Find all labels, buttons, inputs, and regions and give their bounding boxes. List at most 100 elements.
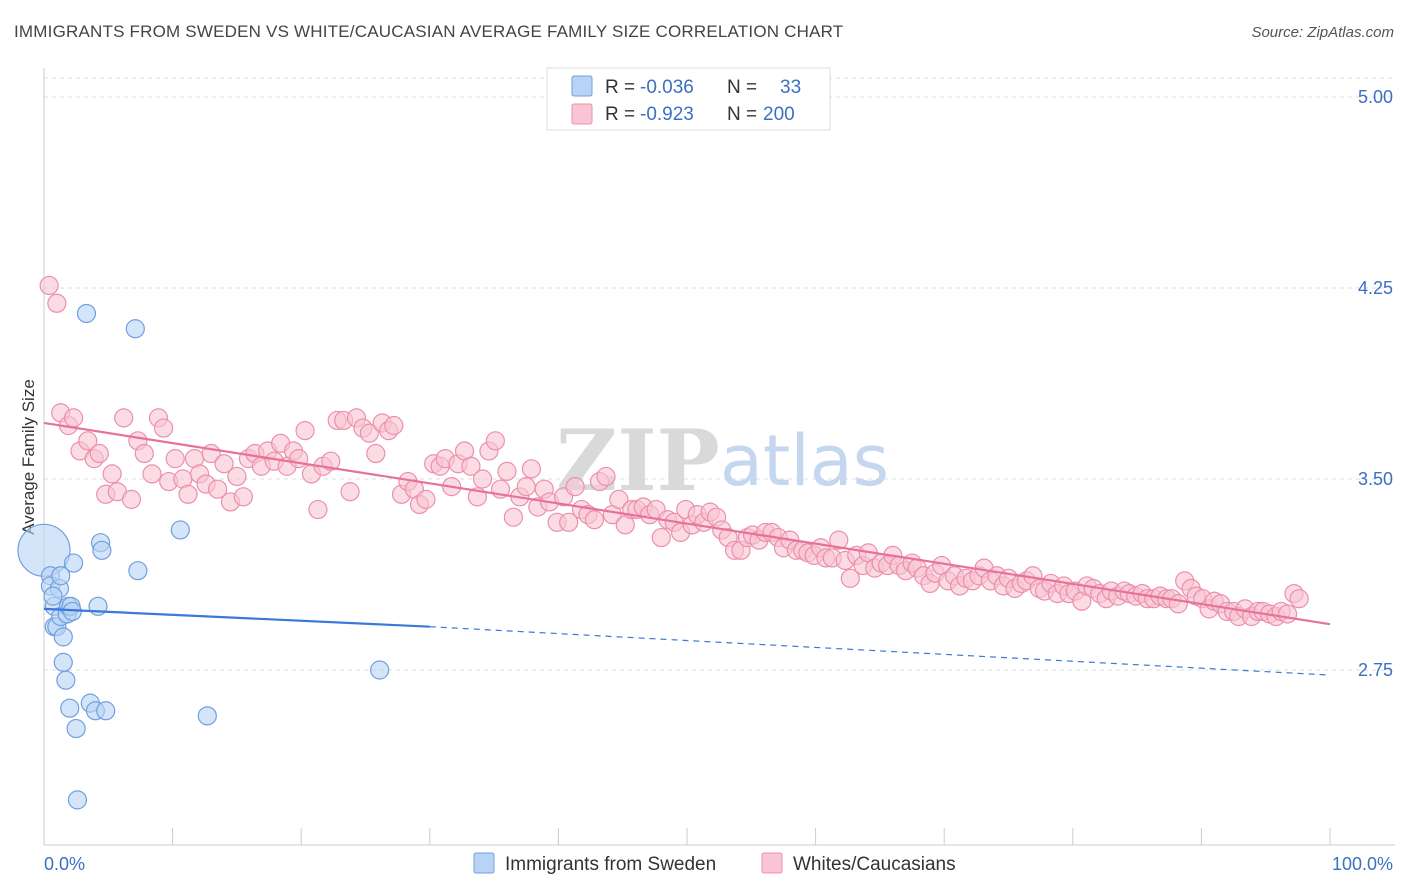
legend-r-label: R = [605,104,635,125]
y-axis-label: Average Family Size [19,379,38,535]
y-tick-label: 3.50 [1358,469,1393,489]
data-point-whites [227,466,247,487]
legend-frame [546,67,831,131]
trend-line-sweden-extension [429,626,1331,676]
x-tick-label: 100.0% [1332,854,1393,874]
data-point-whites [178,484,198,504]
y-tick-label: 4.25 [1358,278,1393,298]
watermark: ZIP atlas [556,411,889,510]
data-point-whites [63,408,84,428]
legend-swatch-blue [571,75,593,97]
x-tick-labels: 0.0% 100.0% [44,854,1393,874]
source-label: Source: ZipAtlas.com [1251,24,1394,41]
data-point-whites [609,489,629,509]
data-point-whites [559,512,579,532]
data-point-whites [39,275,59,296]
data-point-sweden [67,790,88,810]
data-point-sweden [370,660,390,680]
data-point-whites [829,530,849,550]
data-point-whites [651,527,671,548]
data-point-whites [384,415,404,436]
data-point-whites [521,459,541,479]
data-point-whites [596,466,616,487]
trend-lines [43,421,1331,676]
watermark-atlas: atlas [720,420,889,502]
data-point-sweden [96,701,116,721]
chart-title: IMMIGRANTS FROM SWEDEN VS WHITE/CAUCASIA… [14,22,844,41]
x-tick-label: 0.0% [44,854,85,874]
data-point-whites [516,477,536,497]
data-point-whites [165,449,185,469]
bottom-legend-label-whites: Whites/Caucasians [793,854,956,875]
bottom-legend-swatch-blue [473,852,495,874]
legend-swatch-pink [571,103,593,125]
data-point-whites [214,454,234,474]
data-point-whites [584,510,605,530]
data-point-whites [295,421,315,441]
data-point-whites [359,423,379,443]
data-point-whites [208,479,228,499]
data-point-whites [102,464,122,484]
data-point-sweden [170,520,190,540]
data-point-whites [89,443,109,464]
trend-line-sweden [43,607,430,628]
legend-r-value: -0.036 [640,77,694,98]
data-point-whites [233,487,253,507]
bottom-legend: Immigrants from Sweden Whites/Caucasians [473,852,956,875]
data-point-whites [840,568,860,588]
data-point-whites [114,408,134,428]
data-point-whites [134,443,154,464]
bottom-legend-swatch-pink [761,852,783,874]
data-point-sweden [43,586,63,606]
data-point-sweden [56,670,76,690]
data-point-whites [497,461,517,481]
data-point-whites [565,477,585,497]
y-tick-label: 5.00 [1358,87,1393,107]
data-point-whites [503,507,523,527]
data-point-whites [416,489,436,509]
legend-r-value: -0.923 [640,104,694,125]
legend-n-label: N = [727,77,757,98]
legend-r-label: R = [605,77,635,98]
data-point-sweden [63,553,84,573]
axes [43,68,1395,846]
data-point-whites [340,482,360,502]
legend: R = -0.036 N = 33 R = -0.923 N = 200 [546,67,831,131]
data-point-sweden [53,627,73,647]
data-point-sweden [92,540,112,560]
data-point-whites [1168,594,1188,614]
legend-n-value: 200 [763,104,795,125]
data-point-whites [308,499,328,520]
bottom-legend-label-sweden: Immigrants from Sweden [505,854,716,875]
data-point-whites [472,469,493,489]
watermark-zip: ZIP [556,411,720,510]
data-point-whites [1277,604,1298,624]
data-point-sweden [197,706,217,726]
data-point-whites [321,451,341,471]
data-point-whites [461,456,481,476]
data-point-sweden [76,303,97,324]
data-point-sweden [66,718,86,739]
series-immigrants-from-sweden [17,303,390,810]
legend-n-label: N = [727,104,757,125]
legend-n-value: 33 [780,77,801,98]
data-point-whites [47,293,67,313]
series-whites-caucasians [39,275,1309,627]
data-point-sweden [51,566,71,586]
data-point-whites [78,431,98,451]
trend-line-whites [43,421,1331,626]
data-point-sweden [128,561,148,581]
data-point-whites [121,489,142,509]
y-tick-label: 2.75 [1358,660,1393,680]
data-point-whites [1289,589,1309,609]
data-point-whites [485,431,505,451]
data-point-whites [366,443,386,464]
data-point-sweden [53,652,73,672]
data-point-whites [142,464,162,484]
data-point-sweden [125,319,145,339]
data-point-sweden [60,698,80,718]
data-point-whites [153,418,174,438]
data-point-whites [289,449,309,469]
y-tick-labels: 5.00 4.25 3.50 2.75 [1358,87,1393,680]
